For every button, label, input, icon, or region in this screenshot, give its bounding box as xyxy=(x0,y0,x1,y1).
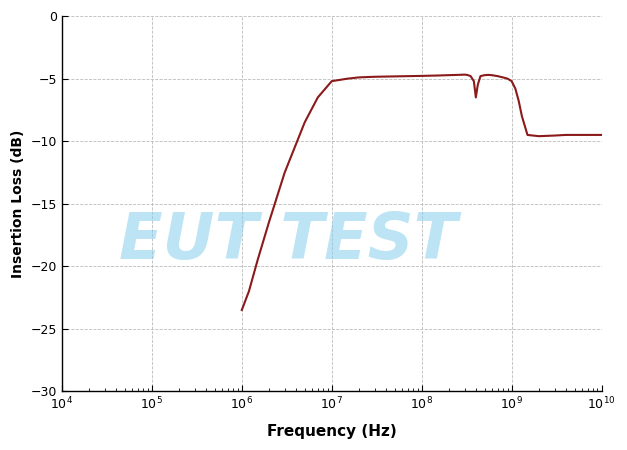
Y-axis label: Insertion Loss (dB): Insertion Loss (dB) xyxy=(11,130,25,278)
Text: EUT TEST: EUT TEST xyxy=(120,210,458,272)
X-axis label: Frequency (Hz): Frequency (Hz) xyxy=(267,424,397,439)
